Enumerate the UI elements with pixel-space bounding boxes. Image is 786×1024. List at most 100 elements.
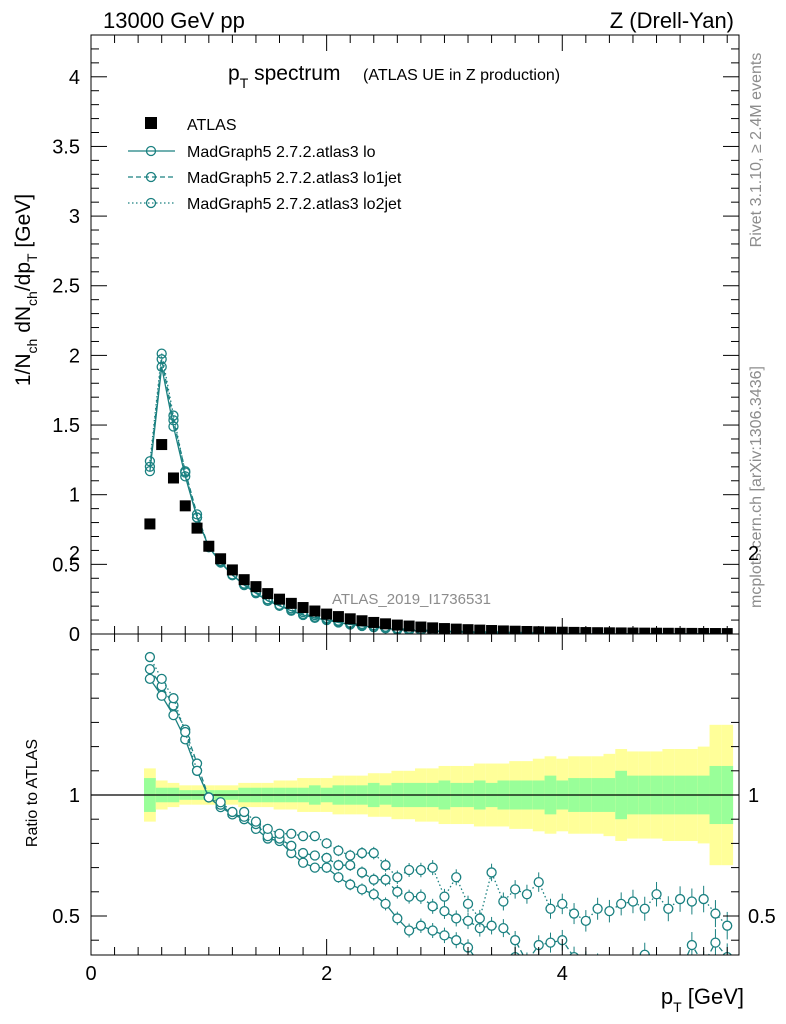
ratio-point-2-1: [156, 673, 167, 684]
ratio-point-0-33: [534, 979, 543, 988]
ratio-point-0-39: [605, 1001, 614, 1010]
ratio-point-2-49: [722, 920, 733, 931]
ratio-point-0-46: [687, 1016, 696, 1024]
ratio-point-2-19: [368, 847, 379, 859]
ytick-main-label-7: 3.5: [52, 136, 80, 158]
ratio-point-1-30: [498, 922, 509, 934]
atlas-point-38: [592, 627, 604, 634]
ratio-point-1-32: [522, 957, 531, 966]
ratio-point-0-2: [168, 709, 179, 721]
y-label-a: 1/N: [12, 353, 35, 386]
atlas-point-2: [167, 472, 179, 484]
atlas-point-28: [474, 624, 486, 634]
legend-marker-lo1jet: [145, 171, 157, 183]
ytick-ratio-label-l-1: 1: [69, 785, 80, 807]
ratio-point-1-40: [617, 962, 626, 971]
ratio-point-1-24: [427, 901, 438, 912]
y-label-e: /dp: [12, 262, 35, 291]
ratio-point-2-9: [250, 816, 262, 827]
ratio-point-1-26: [451, 913, 462, 924]
main-point-2-3: [180, 467, 191, 478]
ratio-point-0-20: [380, 898, 391, 910]
main-point-2-0: [144, 456, 156, 467]
ratio-point-2-48: [710, 908, 721, 919]
axis-ticks: 0 2 4 0 0.5 1 1.5 2 2.5 3 3.5 4 0.5 0.5 1 1 2 2: [52, 34, 776, 985]
ratio-point-2-12: [286, 828, 297, 839]
legend-marker-lo: [145, 145, 157, 157]
atlas-point-19: [368, 616, 380, 628]
xtick-label-1: 2: [321, 963, 332, 985]
atlas-point-32: [521, 625, 533, 634]
ratio-point-2-6: [215, 797, 226, 808]
ratio-point-2-31: [509, 884, 521, 895]
ratio-point-0-23: [415, 920, 427, 931]
atlas-point-20: [380, 618, 392, 630]
legend-label-atlas: ATLAS: [187, 117, 237, 134]
chart-title: pT spectrum: [228, 62, 340, 91]
atlas-point-21: [391, 619, 403, 631]
ratio-point-1-45: [676, 967, 685, 976]
atlas-point-24: [427, 622, 439, 634]
y-label-g: [GeV]: [12, 194, 35, 254]
ratio-point-2-5: [203, 792, 214, 803]
atlas-point-6: [215, 553, 227, 565]
legend: ATLAS MadGraph5 2.7.2.atlas3 lo MadGraph…: [128, 117, 402, 213]
ratio-point-0-47: [699, 1016, 708, 1024]
atlas-point-18: [356, 615, 368, 627]
ratio-point-0-38: [593, 1003, 602, 1012]
y-label-d: ch: [24, 291, 40, 306]
header-left: 13000 GeV pp: [103, 8, 245, 33]
ratio-point-0-41: [628, 1003, 637, 1012]
ratio-point-0-1: [156, 690, 167, 701]
chart-subtitle: (ATLAS UE in Z production): [363, 67, 560, 84]
atlas-point-12: [285, 597, 297, 609]
ratio-point-1-41: [628, 965, 637, 974]
ratio-point-0-29: [487, 957, 496, 966]
atlas-point-11: [274, 593, 286, 605]
ratio-point-1-13: [297, 847, 309, 859]
atlas-point-22: [403, 620, 415, 632]
y-label-c: dN: [12, 306, 35, 339]
ratio-point-0-48: [711, 1018, 720, 1024]
ratio-point-2-10: [262, 823, 273, 835]
ratio-point-0-40: [617, 1008, 626, 1017]
atlas-point-46: [686, 627, 698, 634]
atlas-point-5: [203, 540, 215, 552]
ytick-main-label-8: 4: [69, 67, 80, 89]
atlas-point-36: [568, 626, 580, 634]
ratio-point-2-43: [651, 889, 662, 900]
ratio-y-axis-label: Ratio to ATLAS: [24, 739, 41, 847]
ratio-point-1-16: [333, 860, 344, 871]
ratio-point-2-27: [462, 898, 474, 910]
ratio-point-1-12: [286, 840, 297, 851]
ratio-point-2-25: [439, 891, 450, 902]
atlas-point-3: [179, 500, 191, 512]
atlas-point-13: [297, 602, 309, 614]
main-point-1-2: [168, 415, 179, 426]
ratio-point-1-44: [664, 965, 673, 974]
ratio-point-2-47: [698, 893, 709, 905]
ratio-point-2-18: [356, 847, 368, 859]
ratio-point-1-38: [593, 960, 602, 969]
atlas-point-9: [250, 581, 262, 593]
ytick-ratio-label-r-2: 2: [748, 543, 759, 565]
ratio-point-2-30: [498, 896, 509, 907]
main-line-1: [149, 359, 728, 634]
ratio-point-1-31: [509, 935, 521, 946]
ratio-point-1-0: [144, 664, 156, 675]
ratio-point-2-8: [239, 806, 250, 818]
ratio-point-0-15: [321, 862, 332, 873]
ratio-point-0-49: [723, 1018, 732, 1024]
ratio-point-0-0: [144, 673, 156, 684]
atlas-point-14: [309, 605, 321, 617]
ratio-point-0-36: [570, 996, 579, 1005]
ytick-ratio-label-r-0: 0.5: [748, 906, 776, 928]
ratio-point-2-34: [545, 903, 556, 914]
atlas-point-40: [615, 627, 627, 634]
legend-label-lo: MadGraph5 2.7.2.atlas3 lo: [187, 144, 376, 161]
ratio-point-2-46: [686, 896, 698, 907]
atlas-point-1: [156, 439, 168, 451]
ratio-point-2-42: [639, 903, 650, 914]
ratio-point-2-41: [627, 896, 639, 907]
mcplots-label: mcplots.cern.ch [arXiv:1306.3436]: [748, 366, 765, 608]
